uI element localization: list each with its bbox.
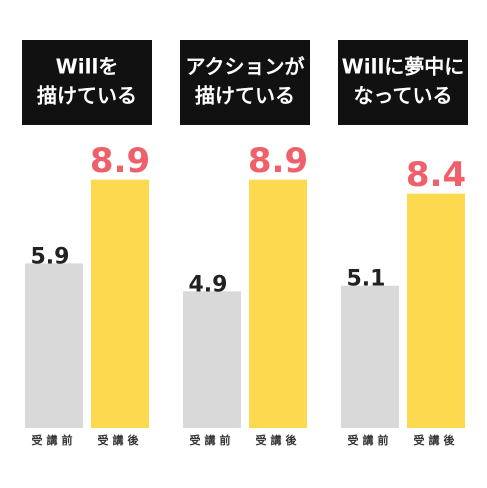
title-box xyxy=(180,40,310,125)
bar xyxy=(183,291,241,428)
chart-title: Willに夢中に xyxy=(342,55,465,79)
bar xyxy=(341,285,399,428)
value-label: 8.9 xyxy=(248,141,308,181)
value-label: 4.9 xyxy=(189,272,228,297)
value-label: 8.4 xyxy=(406,155,466,195)
bar xyxy=(407,193,465,428)
x-tick-label: 受講前 xyxy=(190,433,235,447)
x-tick-label: 受講前 xyxy=(348,433,393,447)
value-label: 5.1 xyxy=(347,267,386,292)
bar xyxy=(249,179,307,428)
chart-title: 描けている xyxy=(195,84,295,108)
x-tick-label: 受講前 xyxy=(32,433,77,447)
value-label: 8.9 xyxy=(90,141,150,181)
value-label: 5.9 xyxy=(31,244,70,269)
chart-title: アクションが xyxy=(186,55,305,79)
chart-title: なっている xyxy=(354,84,453,108)
x-tick-label: 受講後 xyxy=(98,433,143,447)
title-box xyxy=(22,40,152,125)
bar xyxy=(25,263,83,428)
chart-title: 描けている xyxy=(37,84,137,108)
x-tick-label: 受講後 xyxy=(256,433,301,447)
title-box xyxy=(338,40,468,125)
x-tick-label: 受講後 xyxy=(414,433,459,447)
bar xyxy=(91,179,149,428)
chart-title: Willを xyxy=(56,55,119,79)
